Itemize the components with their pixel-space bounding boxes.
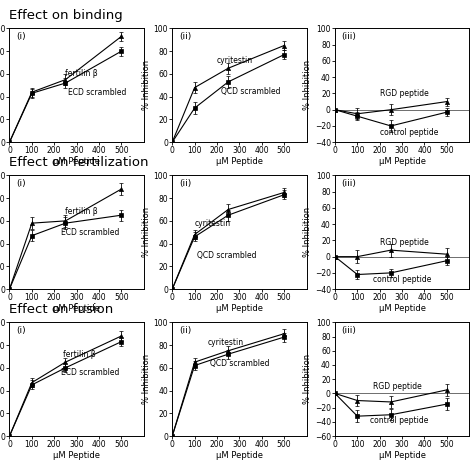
Text: QCD scrambled: QCD scrambled (221, 87, 281, 95)
Y-axis label: % Inhibition: % Inhibition (303, 354, 312, 404)
Text: (ii): (ii) (179, 32, 191, 41)
Text: fertilin β: fertilin β (63, 350, 96, 359)
Text: Effect on fertilization: Effect on fertilization (9, 156, 149, 169)
X-axis label: μM Peptide: μM Peptide (216, 304, 263, 313)
Text: RGD peptide: RGD peptide (373, 382, 422, 391)
Y-axis label: % Inhibition: % Inhibition (142, 60, 151, 110)
Y-axis label: % Inhibition: % Inhibition (303, 60, 312, 110)
Text: RGD peptide: RGD peptide (380, 89, 428, 98)
Text: Effect on binding: Effect on binding (9, 9, 123, 22)
X-axis label: μM Peptide: μM Peptide (53, 451, 100, 460)
Text: (iii): (iii) (342, 32, 356, 41)
X-axis label: μM Peptide: μM Peptide (216, 451, 263, 460)
X-axis label: μM Peptide: μM Peptide (379, 451, 426, 460)
Text: (ii): (ii) (179, 179, 191, 188)
X-axis label: μM Peptide: μM Peptide (53, 157, 100, 166)
Text: ECD scrambled: ECD scrambled (61, 368, 119, 377)
X-axis label: μM Peptide: μM Peptide (216, 157, 263, 166)
Text: QCD scrambled: QCD scrambled (210, 359, 270, 368)
X-axis label: μM Peptide: μM Peptide (379, 304, 426, 313)
Text: (i): (i) (16, 326, 26, 335)
Text: fertilin β: fertilin β (65, 70, 98, 78)
X-axis label: μM Peptide: μM Peptide (53, 304, 100, 313)
Text: fertilin β: fertilin β (65, 207, 98, 216)
Text: control peptide: control peptide (380, 128, 438, 137)
Text: control peptide: control peptide (370, 416, 428, 425)
Text: cyritestin: cyritestin (195, 219, 231, 228)
Y-axis label: % Inhibition: % Inhibition (142, 207, 151, 257)
Text: cyritestin: cyritestin (208, 338, 244, 347)
Y-axis label: % Inhibition: % Inhibition (303, 207, 312, 257)
Text: cyritestin: cyritestin (217, 56, 253, 65)
Text: (iii): (iii) (342, 179, 356, 188)
Text: (i): (i) (16, 179, 26, 188)
Text: ECD scrambled: ECD scrambled (68, 88, 126, 97)
Text: control peptide: control peptide (373, 275, 431, 284)
Text: (iii): (iii) (342, 326, 356, 335)
Text: (i): (i) (16, 32, 26, 41)
Y-axis label: % Inhibition: % Inhibition (142, 354, 151, 404)
Text: (ii): (ii) (179, 326, 191, 335)
Text: ECD scrambled: ECD scrambled (61, 228, 119, 237)
Text: RGD peptide: RGD peptide (380, 237, 428, 246)
Text: QCD scrambled: QCD scrambled (197, 251, 256, 259)
X-axis label: μM Peptide: μM Peptide (379, 157, 426, 166)
Text: Effect on fusion: Effect on fusion (9, 303, 114, 316)
